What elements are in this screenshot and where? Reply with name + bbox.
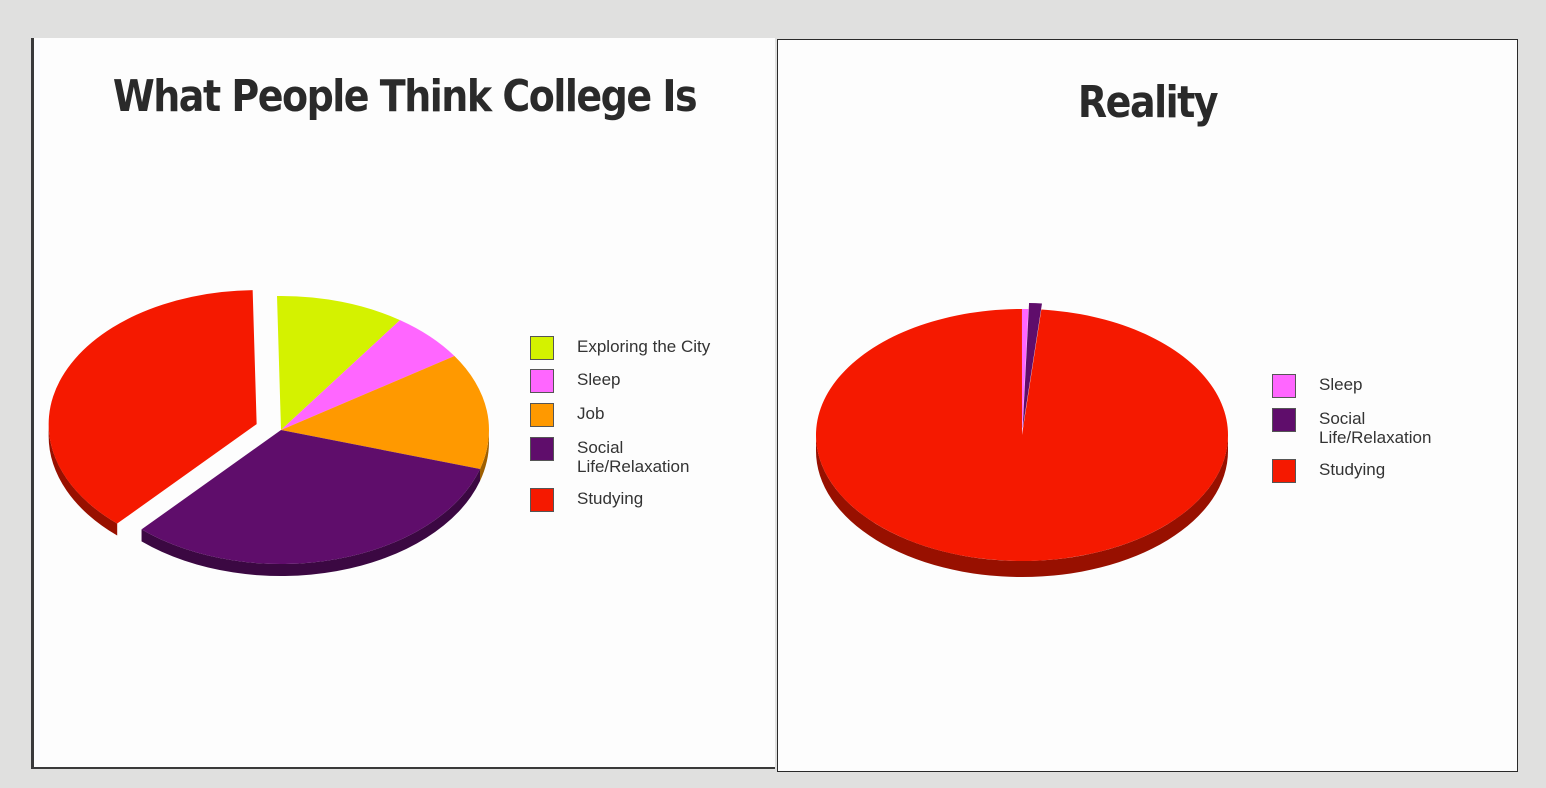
legend-label: Sleep [577, 370, 621, 389]
pie-side-job [480, 430, 489, 481]
pie-slice-sleep [1021, 309, 1029, 435]
pie-slice-sleep [281, 320, 455, 430]
legend-label: Sleep [1319, 375, 1363, 394]
pie-side-studying [48, 424, 118, 536]
pie-slice-social-life-relaxation [141, 430, 481, 564]
legend-swatch [1272, 459, 1296, 483]
legend-label: Social Life/Relaxation [1319, 409, 1432, 447]
legend-label: Studying [1319, 460, 1386, 479]
legend-swatch [530, 403, 554, 427]
legend-label: Social Life/Relaxation [577, 438, 690, 476]
chart-title: Reality [1077, 76, 1219, 128]
legend-swatch [530, 369, 554, 393]
pie-slice-studying [816, 309, 1229, 561]
legend-swatch [530, 437, 554, 461]
legend-swatch [1272, 374, 1296, 398]
chart-panel-right: Reality Sleep Social Life/Relaxation Study… [777, 39, 1518, 772]
legend-swatch [530, 488, 554, 512]
pie-slice-job [281, 356, 489, 469]
legend-swatch [1272, 408, 1296, 432]
chart-title: What People Think College Is [112, 70, 698, 122]
chart-panel-left: What People Think College Is Exploring t… [31, 38, 775, 769]
legend-label: Exploring the City [577, 337, 711, 356]
pie-chart-right [816, 302, 1229, 577]
legend-label: Studying [577, 489, 644, 508]
legend-label: Job [577, 404, 605, 423]
pie-slice-studying [48, 290, 257, 524]
pie-chart-left [48, 290, 489, 576]
pie-side-social-life-relaxation [141, 468, 481, 576]
pie-slice-social-life-relaxation [1022, 302, 1042, 429]
legend-swatch [530, 336, 554, 360]
pie-slice-exploring-the-city [277, 296, 401, 430]
